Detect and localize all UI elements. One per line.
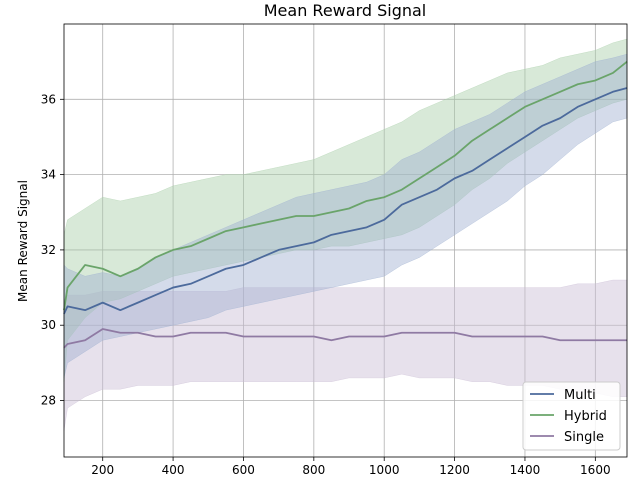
x-tick-label: 200 — [91, 463, 114, 477]
series-line-multi — [63, 87, 628, 315]
chart-title: Mean Reward Signal — [264, 1, 427, 20]
y-tick-label: 34 — [41, 168, 56, 182]
legend-label-hybrid: Hybrid — [564, 409, 607, 424]
confidence-bands — [63, 38, 628, 431]
x-tick-label: 1200 — [439, 463, 470, 477]
legend-box — [522, 381, 621, 451]
y-tick-label: 30 — [41, 318, 56, 332]
plot-frame — [63, 23, 628, 458]
x-tick-label: 600 — [232, 463, 255, 477]
y-axis-ticks: 28 30 32 34 36 — [41, 92, 64, 408]
series-line-single — [63, 328, 627, 349]
legend-label-multi: Multi — [564, 388, 596, 403]
x-tick-label: 1000 — [369, 463, 400, 477]
x-tick-label: 800 — [302, 463, 325, 477]
legend: Multi Hybrid Single — [522, 381, 621, 451]
x-tick-label: 1600 — [580, 463, 611, 477]
grid — [64, 24, 627, 457]
y-axis-label: Mean Reward Signal — [16, 180, 30, 302]
x-tick-label: 1400 — [510, 463, 541, 477]
x-tick-label: 400 — [162, 463, 185, 477]
x-axis-ticks: 200 400 600 800 1000 1200 1400 1600 — [91, 457, 611, 477]
legend-label-single: Single — [564, 430, 604, 445]
series-line-hybrid — [63, 60, 628, 311]
y-tick-label: 36 — [41, 92, 56, 106]
y-tick-label: 28 — [41, 394, 56, 408]
y-tick-label: 32 — [41, 243, 56, 257]
series-lines — [63, 60, 628, 349]
